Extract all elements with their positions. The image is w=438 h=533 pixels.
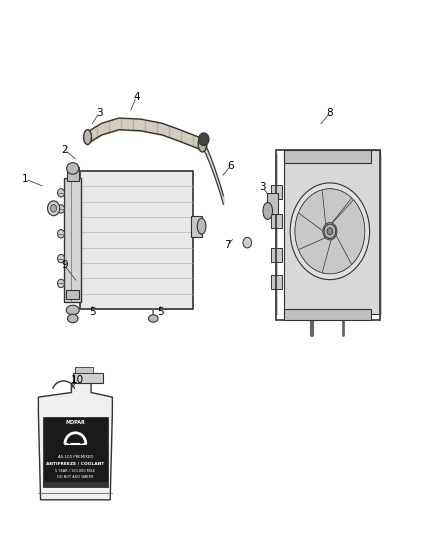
Circle shape xyxy=(47,201,60,216)
Text: 7: 7 xyxy=(224,240,231,251)
Text: 8: 8 xyxy=(327,108,333,118)
Bar xyxy=(75,367,93,373)
Text: 3: 3 xyxy=(259,182,266,192)
Ellipse shape xyxy=(67,314,78,322)
Text: AS-100 PREMIXED: AS-100 PREMIXED xyxy=(58,455,93,459)
Text: MOPAR: MOPAR xyxy=(66,419,85,425)
Text: 10: 10 xyxy=(71,375,84,385)
Bar xyxy=(271,248,282,262)
Polygon shape xyxy=(300,189,352,230)
Bar xyxy=(276,150,380,319)
Bar xyxy=(271,214,282,228)
Text: DO NOT ADD WATER: DO NOT ADD WATER xyxy=(57,475,94,480)
Circle shape xyxy=(57,279,64,288)
Bar xyxy=(271,185,282,199)
Text: 2: 2 xyxy=(61,145,68,155)
Circle shape xyxy=(57,189,64,197)
Circle shape xyxy=(324,224,336,239)
Text: ANTIFREEZE / COOLANT: ANTIFREEZE / COOLANT xyxy=(46,462,105,466)
Bar xyxy=(73,373,103,383)
Circle shape xyxy=(57,205,64,213)
Bar xyxy=(271,276,282,289)
Text: 3: 3 xyxy=(96,108,102,118)
Bar xyxy=(64,178,81,302)
Bar xyxy=(67,167,79,181)
Circle shape xyxy=(57,254,64,263)
Polygon shape xyxy=(39,383,113,500)
Text: 1: 1 xyxy=(22,174,28,184)
Bar xyxy=(43,482,108,487)
Bar xyxy=(66,290,79,300)
Polygon shape xyxy=(325,189,365,231)
Circle shape xyxy=(57,230,64,238)
Text: 4: 4 xyxy=(133,92,140,102)
Bar xyxy=(80,171,193,309)
Text: 5: 5 xyxy=(157,306,163,317)
Circle shape xyxy=(290,183,370,280)
Bar xyxy=(284,309,371,319)
Bar xyxy=(267,193,278,214)
Ellipse shape xyxy=(148,315,158,322)
Text: 5 YEAR / 150,000 MILE: 5 YEAR / 150,000 MILE xyxy=(55,469,95,473)
Circle shape xyxy=(327,228,333,235)
Polygon shape xyxy=(295,213,331,272)
Text: 5: 5 xyxy=(89,306,96,317)
Circle shape xyxy=(198,133,209,146)
Ellipse shape xyxy=(66,305,79,315)
Polygon shape xyxy=(322,229,365,274)
Bar xyxy=(284,150,371,163)
Text: 6: 6 xyxy=(227,161,234,171)
Text: 9: 9 xyxy=(61,261,68,270)
Bar xyxy=(284,150,380,314)
Ellipse shape xyxy=(197,218,206,234)
Bar xyxy=(43,417,108,487)
Ellipse shape xyxy=(84,130,92,144)
Circle shape xyxy=(50,205,57,212)
Circle shape xyxy=(243,237,252,248)
Polygon shape xyxy=(298,236,350,274)
Ellipse shape xyxy=(198,136,207,152)
Ellipse shape xyxy=(67,163,79,174)
Polygon shape xyxy=(295,190,326,247)
Bar xyxy=(191,216,201,237)
Polygon shape xyxy=(332,200,365,264)
Ellipse shape xyxy=(263,203,272,220)
